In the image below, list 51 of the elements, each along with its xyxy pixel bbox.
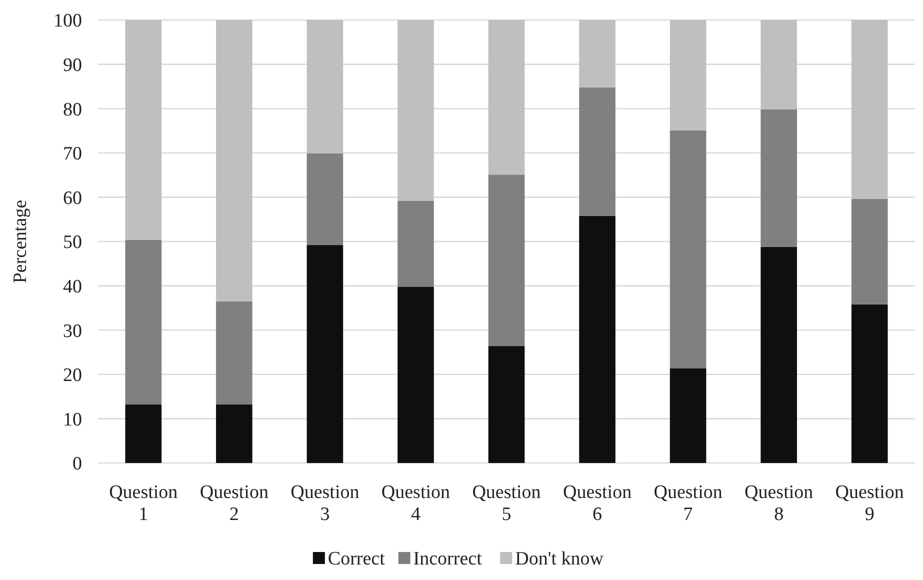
legend-label: Incorrect [413,548,483,570]
bar [579,216,616,463]
y-tick-label: 100 [54,10,82,32]
bar [398,20,434,201]
bar [125,240,162,405]
bar [851,20,888,199]
bar [216,301,252,405]
bar [670,368,706,463]
bar [488,20,525,175]
bar [306,20,344,154]
x-tick-label: Question 5 [472,482,542,525]
y-axis-title: Percentage [10,200,31,284]
x-tick-label: Question 2 [200,482,269,525]
y-tick-label: 60 [63,188,82,209]
bar [398,286,434,463]
y-tick-label: 80 [63,99,82,120]
x-tick-label: Question 8 [744,482,814,525]
legend-label: Correct [328,548,386,570]
bar [579,20,616,88]
bar [579,87,616,216]
x-tick-label: Question 3 [290,482,360,525]
bar [760,246,797,463]
bar [760,109,797,247]
x-tick-label: Question 7 [654,482,723,525]
y-tick-label: 10 [63,409,82,430]
bar [398,200,434,287]
legend-label: Don't know [515,548,604,570]
y-tick-label: 40 [63,276,82,298]
bar [670,130,706,368]
bar [216,20,252,302]
bar [760,20,797,110]
y-tick-label: 70 [63,144,82,165]
y-tick-label: 30 [63,320,82,342]
bar [488,174,525,346]
bar [851,304,888,463]
x-tick-label: Question 6 [562,482,632,525]
bar [125,20,162,240]
y-tick-label: 90 [63,54,82,76]
bar [306,153,344,246]
y-tick-label: 50 [63,232,82,254]
bar [488,346,525,463]
bar [216,404,252,463]
bar [851,198,888,304]
x-tick-label: Question 1 [109,482,178,525]
bar [306,245,344,463]
y-tick-label: 20 [63,365,82,386]
x-tick-label: Question 4 [381,482,451,525]
bar [670,20,706,130]
y-tick-label: 0 [72,454,82,475]
bar [125,404,162,463]
x-tick-label: Question 9 [835,482,904,525]
